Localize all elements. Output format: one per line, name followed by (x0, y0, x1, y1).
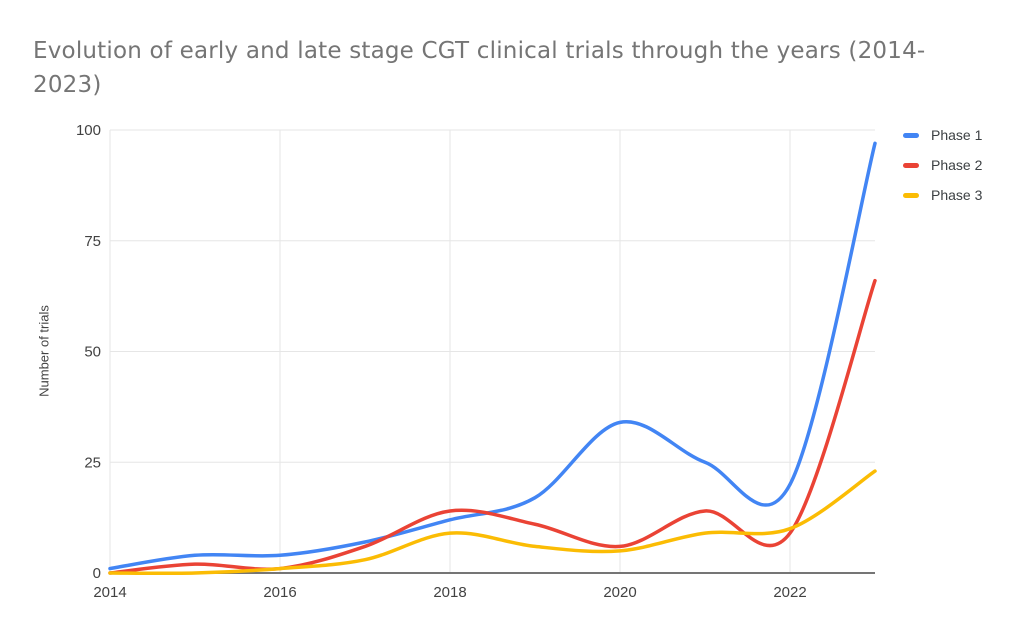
chart-title: Evolution of early and late stage CGT cl… (33, 38, 926, 98)
series-line-phase-2 (108, 278, 877, 575)
x-tick-label-2020: 2020 (603, 584, 636, 601)
x-tick-label-2014: 2014 (93, 584, 126, 601)
y-axis-title: Number of trials (36, 305, 52, 397)
legend-label-phase-2: Phase 2 (931, 157, 983, 173)
legend-label-phase-3: Phase 3 (931, 187, 983, 203)
y-tick-label-100: 100 (76, 122, 101, 139)
y-tick-label-25: 25 (84, 454, 101, 471)
x-tick-label-2022: 2022 (773, 584, 806, 601)
series-line-phase-3 (108, 469, 877, 576)
y-tick-label-50: 50 (84, 344, 101, 361)
legend-item-phase-1: Phase 1 (903, 120, 982, 150)
legend: Phase 1 Phase 2 Phase 3 (903, 120, 982, 210)
legend-swatch-phase-1-icon (903, 132, 919, 138)
series-line-phase-1 (108, 141, 877, 571)
x-tick-label-2018: 2018 (433, 584, 466, 601)
legend-swatch-phase-3-icon (903, 192, 919, 198)
legend-item-phase-3: Phase 3 (903, 180, 982, 210)
y-tick-label-75: 75 (84, 233, 101, 250)
legend-swatch-phase-2-icon (903, 162, 919, 168)
legend-item-phase-2: Phase 2 (903, 150, 982, 180)
x-tick-label-2016: 2016 (263, 584, 296, 601)
y-tick-label-0: 0 (93, 565, 101, 582)
legend-label-phase-1: Phase 1 (931, 127, 983, 143)
